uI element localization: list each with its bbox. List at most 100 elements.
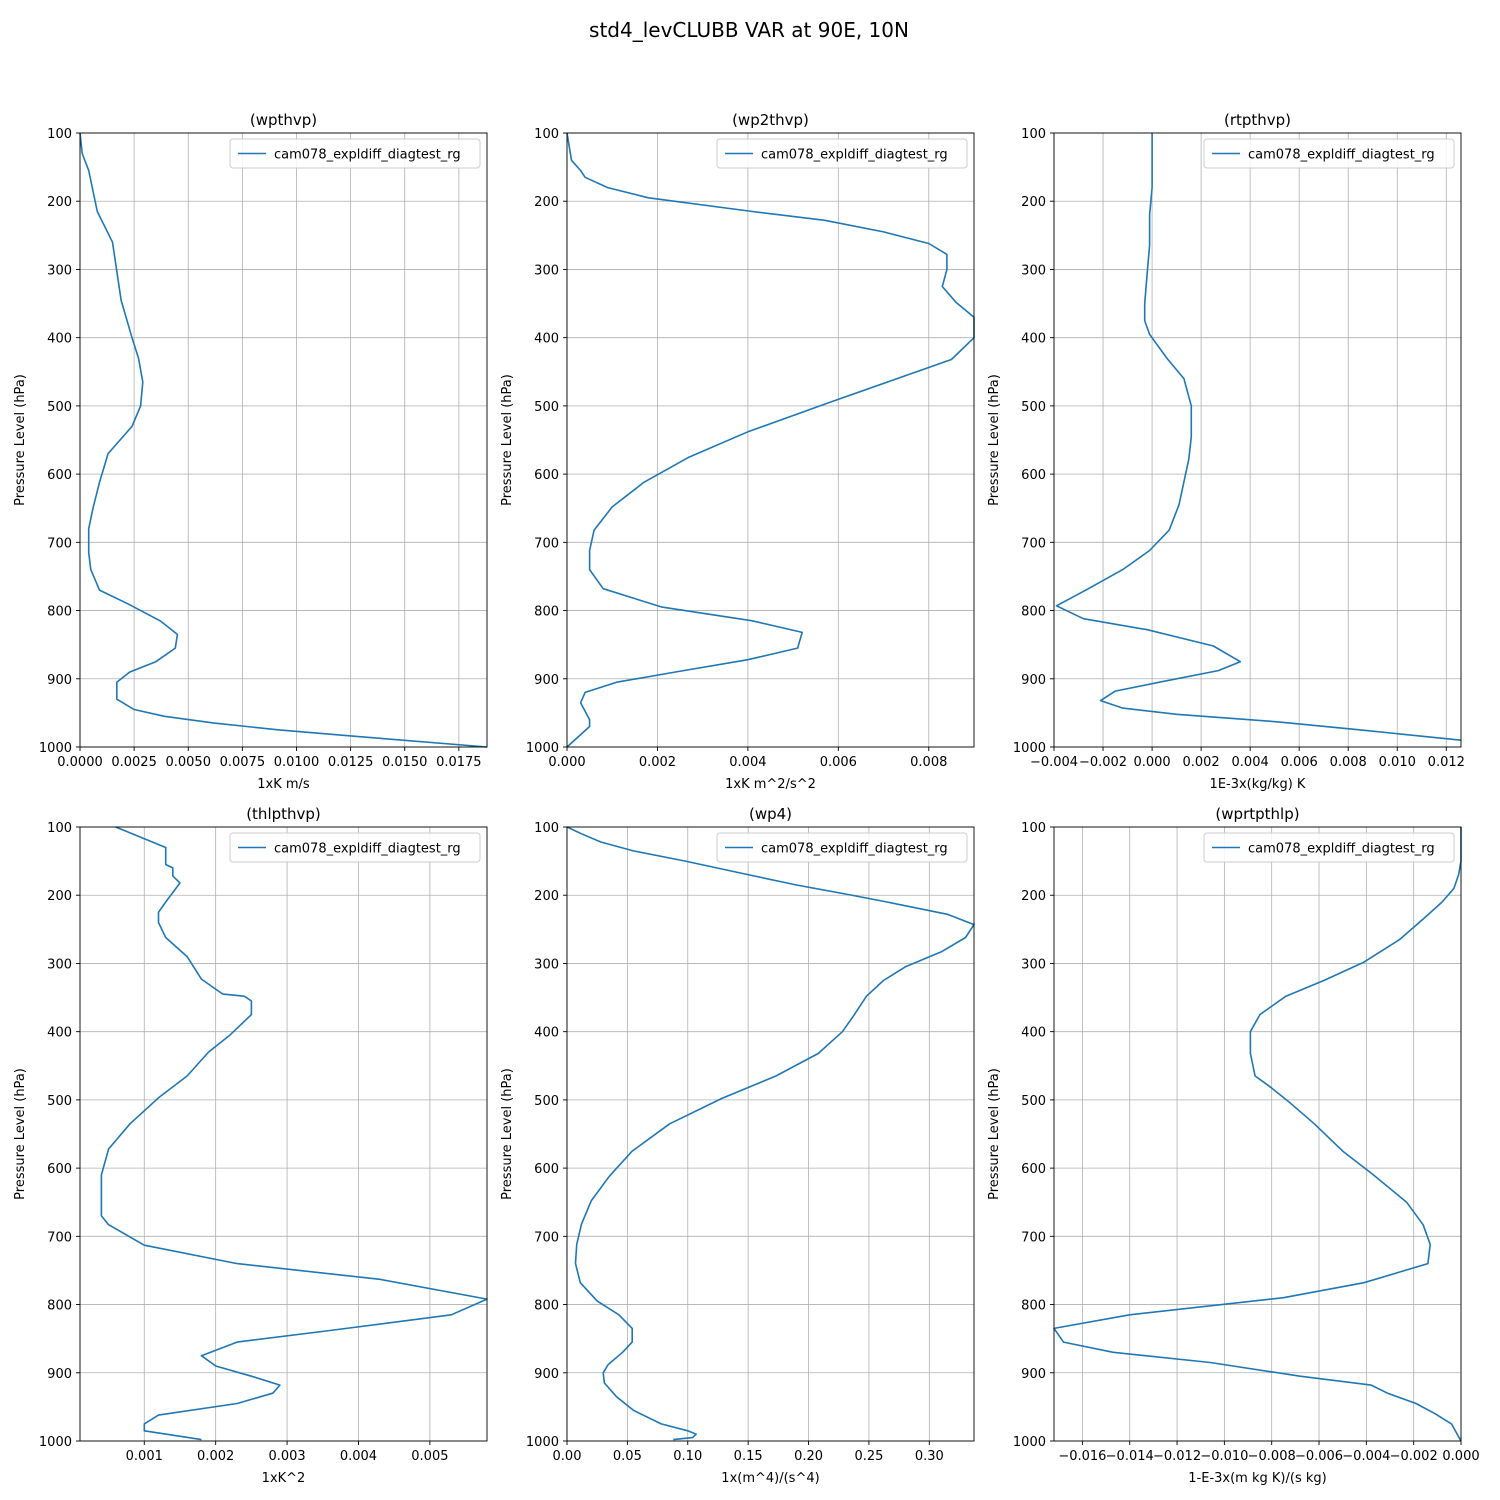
chart-title: (thlpthvp) (246, 805, 321, 823)
y-tick-label: 400 (1021, 1026, 1046, 1041)
x-tick-label: 0.005 (411, 1449, 448, 1464)
x-axis-label: 1xK m/s (257, 777, 310, 792)
y-tick-label: 1000 (526, 741, 559, 756)
y-tick-label: 600 (1021, 1162, 1046, 1177)
legend-label: cam078_expldiff_diagtest_rg (1248, 148, 1435, 163)
y-tick-label: 500 (534, 1094, 559, 1109)
y-tick-label: 800 (534, 1299, 559, 1314)
y-tick-label: 700 (534, 1230, 559, 1245)
y-tick-label: 900 (534, 673, 559, 688)
y-tick-label: 400 (47, 1026, 72, 1041)
chart-panel-1: 0.0000 0.0025 0.0050 0.0075 0.0100 0.0125 0.01… (13, 111, 488, 792)
y-tick-label: 300 (1021, 263, 1046, 278)
x-tick-label: 0.006 (820, 755, 857, 770)
y-tick-label: 600 (534, 1162, 559, 1177)
legend-box (229, 138, 481, 169)
axes-frame (566, 826, 975, 1442)
x-tick-label: 0.0175 (436, 755, 482, 770)
y-tick-label: 1000 (1013, 1435, 1046, 1450)
y-tick-label: 200 (47, 889, 72, 904)
chart-title: (wprtpthlp) (1215, 805, 1299, 823)
y-axis-label: Pressure Level (hPa) (987, 374, 1002, 506)
legend: cam078_expldiff_diagtest_rg (716, 138, 968, 169)
x-tick-label: 0.15 (734, 1449, 763, 1464)
x-tick-label: 0.004 (1232, 755, 1269, 770)
series-line-cam078_expldiff_diagtest_rg (1053, 827, 1462, 1442)
y-tick-label: 200 (1021, 195, 1046, 210)
series-line-cam078_expldiff_diagtest_rg (566, 132, 975, 748)
x-tick-label: 0.00 (553, 1449, 582, 1464)
y-tick-label: 500 (1021, 400, 1046, 415)
y-tick-label: 1000 (39, 741, 72, 756)
y-tick-label: 300 (534, 263, 559, 278)
y-tick-label: 400 (47, 332, 72, 347)
y-tick-label: 700 (47, 1230, 72, 1245)
y-tick-label: 900 (1021, 1367, 1046, 1382)
legend-box (716, 832, 968, 863)
y-tick-label: 200 (47, 195, 72, 210)
legend-label: cam078_expldiff_diagtest_rg (274, 842, 461, 857)
y-tick-label: 800 (47, 1299, 72, 1314)
legend-box (1203, 832, 1455, 863)
figure-suptitle: std4_levCLUBB VAR at 90E, 10N (589, 18, 909, 42)
x-tick-label: −0.004 (1342, 1449, 1390, 1464)
y-tick-label: 200 (534, 889, 559, 904)
y-tick-label: 700 (534, 536, 559, 551)
x-tick-label: −0.004 (1030, 755, 1078, 770)
axes-frame (79, 132, 488, 748)
chart-panel-3: −0.004 −0.002 0.000 0.002 0.004 0.006 0.008 0.0… (987, 111, 1465, 792)
y-tick-label: 800 (47, 605, 72, 620)
y-tick-label: 200 (1021, 889, 1046, 904)
legend-label: cam078_expldiff_diagtest_rg (761, 842, 948, 857)
y-tick-label: 100 (534, 127, 559, 142)
x-tick-label: −0.006 (1295, 1449, 1343, 1464)
y-tick-label: 100 (47, 821, 72, 836)
y-tick-label: 600 (534, 468, 559, 483)
x-tick-label: 0.006 (1281, 755, 1318, 770)
y-tick-label: 300 (47, 957, 72, 972)
y-tick-label: 400 (534, 1026, 559, 1041)
y-tick-label: 800 (534, 605, 559, 620)
axes-frame (566, 132, 975, 748)
x-axis-label: 1xK^2 (262, 1471, 306, 1486)
legend-label: cam078_expldiff_diagtest_rg (1248, 842, 1435, 857)
y-tick-label: 100 (47, 127, 72, 142)
y-tick-label: 100 (1021, 127, 1046, 142)
chart-title: (rtpthvp) (1224, 111, 1291, 129)
x-tick-label: −0.002 (1390, 1449, 1438, 1464)
y-tick-label: 900 (1021, 673, 1046, 688)
chart-panel-6: −0.016 −0.014 −0.012 −0.010 −0.008 −0.006 −0.0… (987, 805, 1480, 1486)
x-axis-label: 1x(m^4)/(s^4) (721, 1471, 819, 1486)
y-tick-label: 600 (47, 468, 72, 483)
legend-label: cam078_expldiff_diagtest_rg (274, 148, 461, 163)
y-axis-label: Pressure Level (hPa) (987, 1068, 1002, 1200)
x-tick-label: 0.0000 (57, 755, 103, 770)
axes-frame (79, 826, 488, 1442)
legend: cam078_expldiff_diagtest_rg (716, 832, 968, 863)
x-tick-label: 0.0075 (220, 755, 266, 770)
y-tick-label: 800 (1021, 1299, 1046, 1314)
legend: cam078_expldiff_diagtest_rg (229, 832, 481, 863)
y-tick-label: 500 (47, 1094, 72, 1109)
chart-panel-5: 0.00 0.05 0.10 0.15 0.20 0.25 0.30 100 200 300 400… (500, 805, 975, 1486)
y-tick-label: 900 (47, 673, 72, 688)
y-tick-label: 700 (47, 536, 72, 551)
legend: cam078_expldiff_diagtest_rg (229, 138, 481, 169)
y-tick-label: 600 (47, 1162, 72, 1177)
legend: cam078_expldiff_diagtest_rg (1203, 138, 1455, 169)
x-tick-label: 0.004 (729, 755, 766, 770)
y-tick-label: 500 (1021, 1094, 1046, 1109)
legend: cam078_expldiff_diagtest_rg (1203, 832, 1455, 863)
y-tick-label: 700 (1021, 536, 1046, 551)
y-tick-label: 600 (1021, 468, 1046, 483)
y-tick-label: 1000 (39, 1435, 72, 1450)
x-tick-label: 0.004 (340, 1449, 377, 1464)
x-axis-label: 1-E-3x(m kg K)/(s kg) (1188, 1471, 1326, 1486)
x-tick-label: 0.0050 (165, 755, 211, 770)
x-tick-label: 0.003 (268, 1449, 305, 1464)
y-tick-label: 300 (47, 263, 72, 278)
y-tick-label: 400 (534, 332, 559, 347)
y-axis-label: Pressure Level (hPa) (13, 374, 28, 506)
